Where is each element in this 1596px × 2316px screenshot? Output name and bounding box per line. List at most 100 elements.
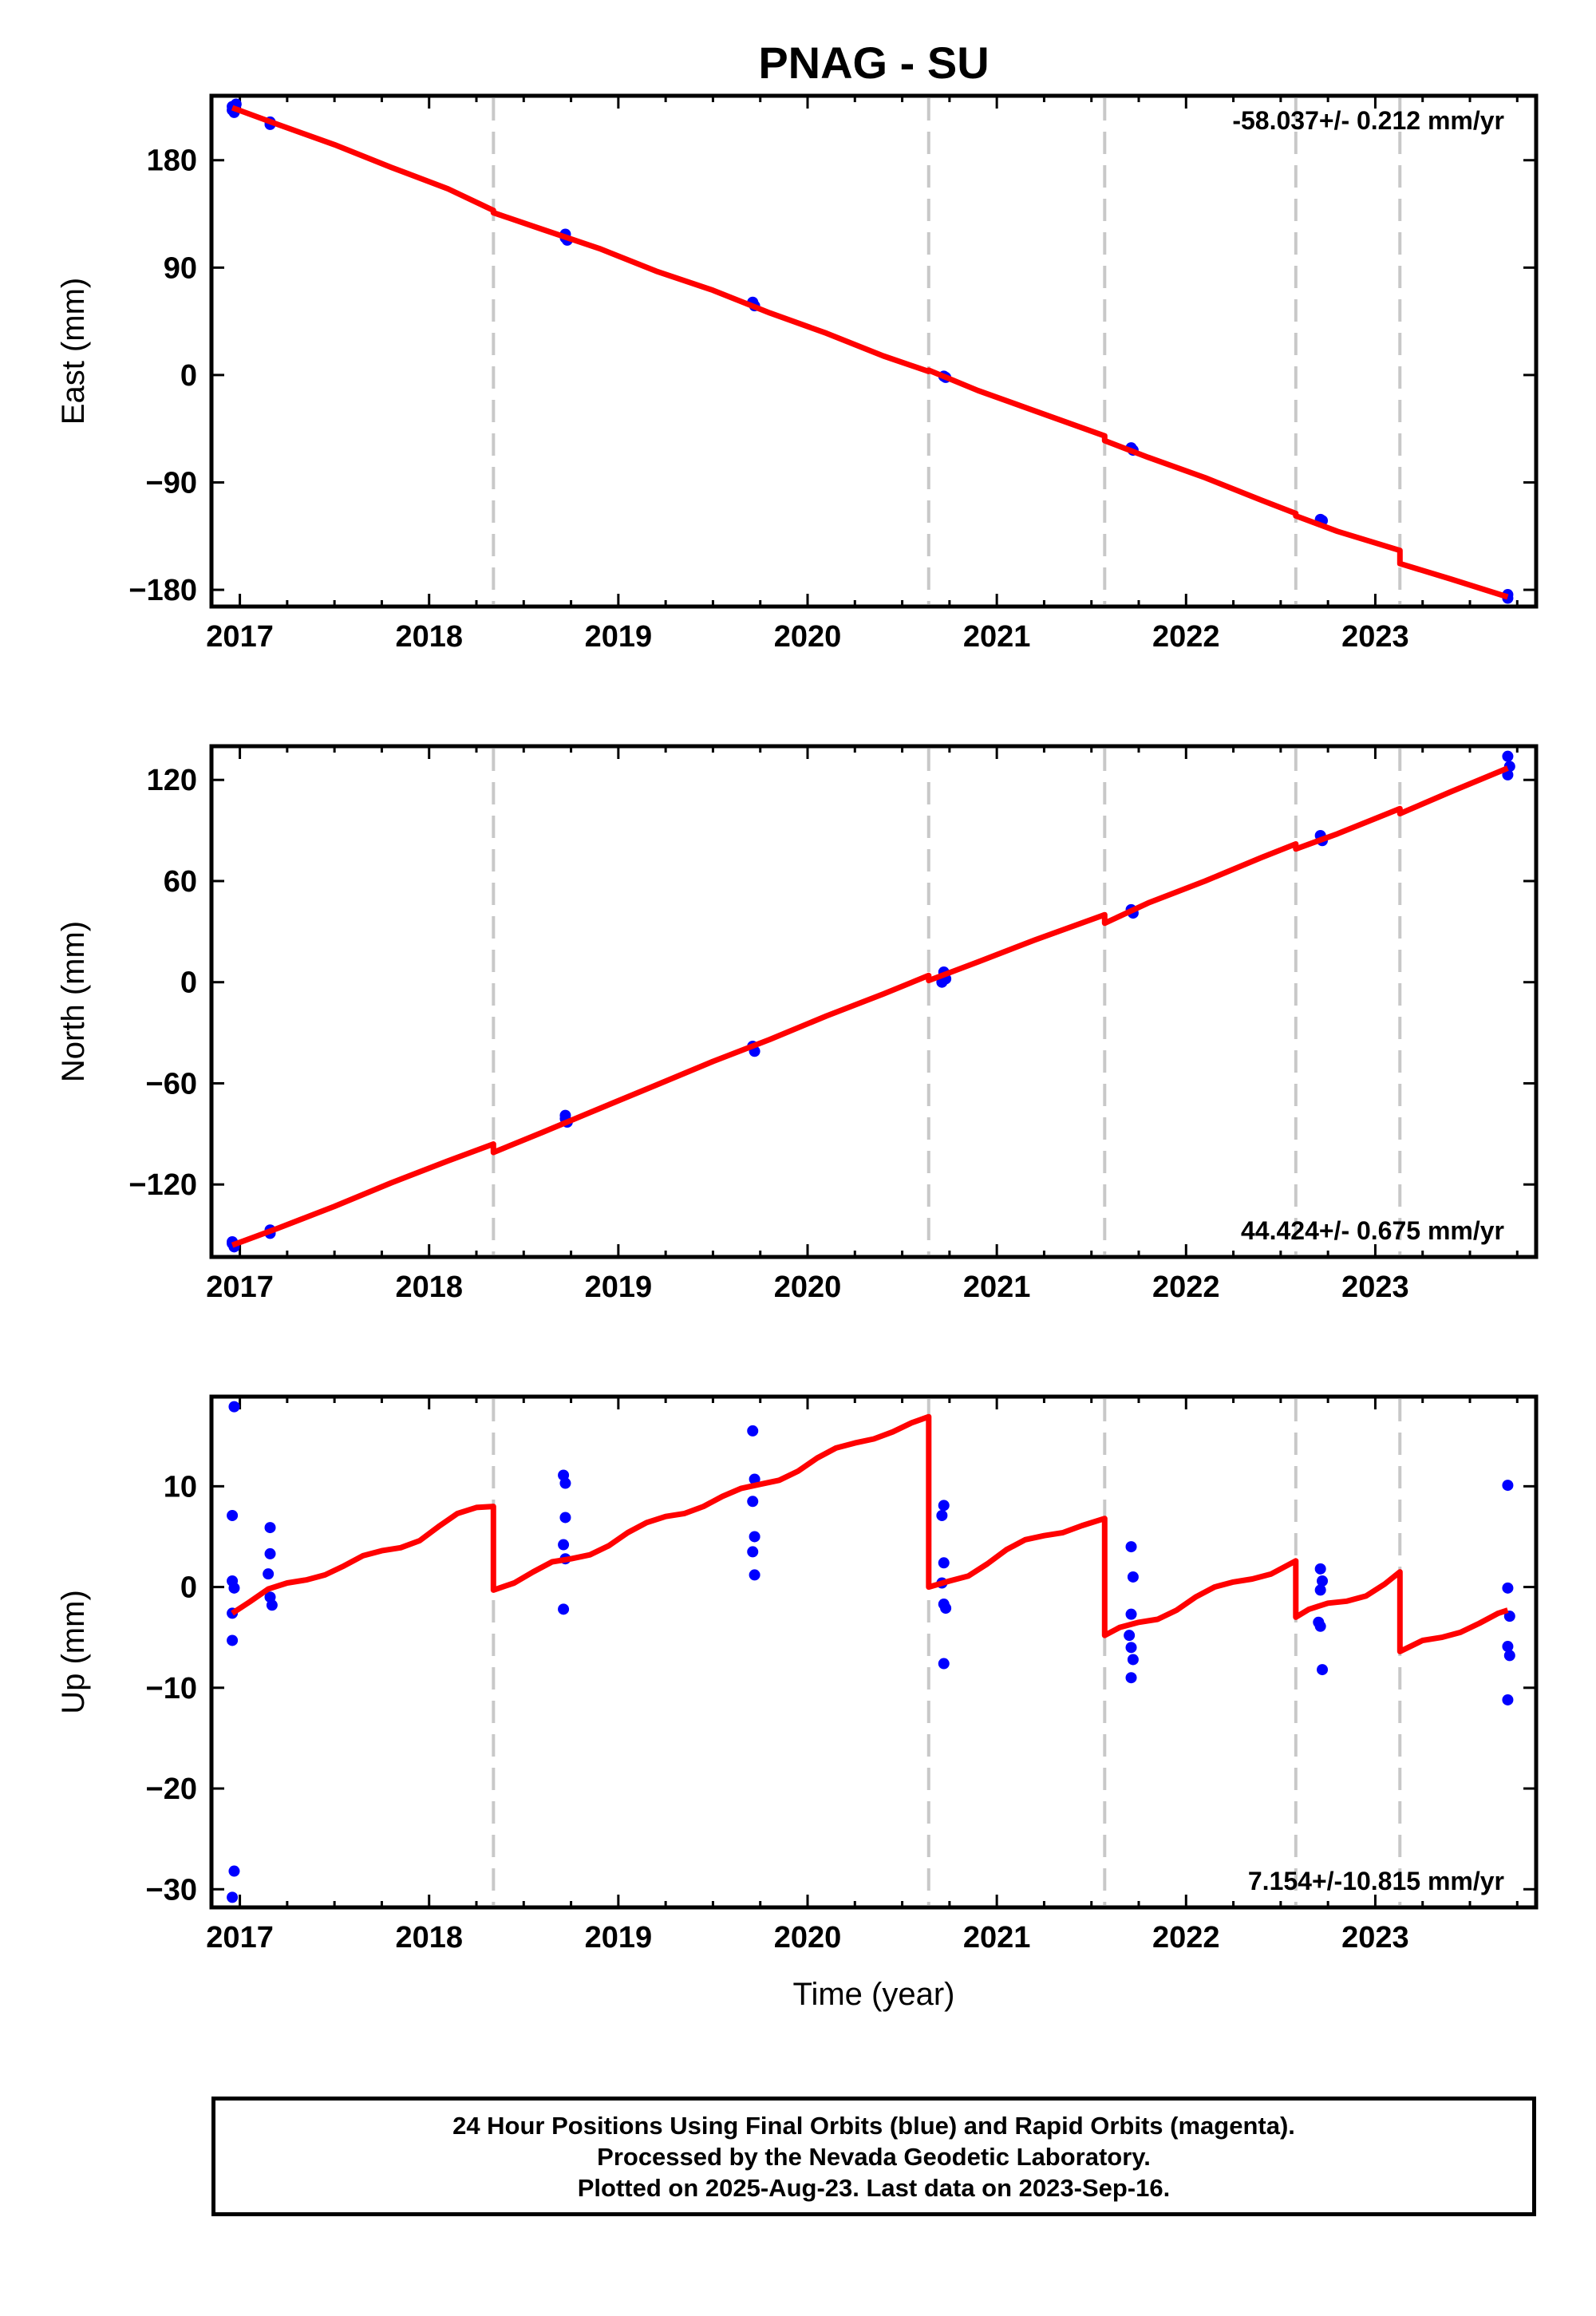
up-data-point — [938, 1658, 950, 1670]
up-data-point — [266, 1599, 278, 1611]
up-xtick-label: 2017 — [206, 1921, 274, 1954]
up-ytick-label: 10 — [164, 1470, 197, 1504]
east-model-line — [231, 105, 1509, 600]
up-model-line — [231, 1413, 1509, 1654]
up-ytick-label: 0 — [180, 1571, 197, 1605]
east-xtick-label: 2020 — [774, 620, 842, 654]
up-data-point — [749, 1569, 760, 1581]
up-data-point — [1125, 1642, 1137, 1654]
up-xtick-label: 2021 — [963, 1921, 1031, 1954]
up-data-point — [1317, 1664, 1329, 1676]
up-data-point — [559, 1512, 571, 1524]
east-ytick-label: 90 — [164, 251, 197, 285]
east-panel: 2017 2018 2019 2020 2021 2022 2023 180 90 0 −90 −18… — [56, 93, 1539, 654]
up-data-point — [227, 1634, 239, 1646]
up-data-point — [228, 1865, 240, 1877]
up-data-point — [1502, 1694, 1514, 1705]
footer-line-processed: Processed by the Nevada Geodetic Laborat… — [597, 2142, 1151, 2171]
north-model-line — [231, 765, 1509, 1248]
east-plot-frame — [209, 93, 1539, 609]
north-xtick-label: 2021 — [963, 1271, 1031, 1304]
up-data-point — [1127, 1654, 1139, 1666]
east-xtick-label: 2023 — [1341, 620, 1409, 654]
x-axis-label: Time (year) — [793, 1977, 955, 2012]
up-data-point — [227, 1891, 239, 1903]
up-data-point — [558, 1603, 570, 1615]
up-data-point — [938, 1557, 950, 1569]
up-data-point — [1127, 1571, 1139, 1583]
up-data-point — [1502, 1582, 1514, 1594]
up-data-point — [747, 1496, 759, 1508]
up-rate-annotation: 7.154+/-10.815 mm/yr — [1248, 1867, 1504, 1895]
up-y-axis-label: Up (mm) — [56, 1590, 91, 1714]
north-ytick-label: 120 — [147, 764, 197, 797]
north-ytick-label: −60 — [146, 1067, 197, 1101]
up-ytick-label: −30 — [146, 1873, 197, 1907]
north-xtick-label: 2019 — [585, 1271, 653, 1304]
up-data-point — [1317, 1575, 1329, 1587]
up-data-point — [1314, 1563, 1326, 1575]
up-data-point — [1125, 1541, 1137, 1553]
up-data-point — [1502, 1480, 1514, 1492]
east-xtick-label: 2018 — [395, 620, 463, 654]
north-xtick-label: 2018 — [395, 1271, 463, 1304]
up-data-point — [747, 1546, 759, 1558]
up-data-point — [228, 1582, 240, 1594]
up-data-point — [940, 1603, 952, 1614]
up-data-point — [263, 1568, 275, 1580]
up-xtick-label: 2023 — [1341, 1921, 1409, 1954]
up-panel: 2017 2018 2019 2020 2021 2022 2023 10 0 −10 −20 −30… — [56, 1394, 1539, 1954]
up-data-point — [264, 1522, 276, 1534]
east-rate-annotation: -58.037+/- 0.212 mm/yr — [1232, 106, 1504, 135]
up-data-point — [558, 1539, 570, 1551]
up-data-point — [1314, 1584, 1326, 1596]
east-xtick-label: 2022 — [1152, 620, 1220, 654]
north-xtick-label: 2023 — [1341, 1271, 1409, 1304]
east-ytick-label: −90 — [146, 466, 197, 500]
up-data-point — [747, 1425, 759, 1437]
up-data-point — [559, 1477, 571, 1489]
up-data-point — [264, 1547, 276, 1559]
north-xtick-label: 2017 — [206, 1271, 274, 1304]
north-y-axis-label: North (mm) — [56, 921, 91, 1082]
north-data-point — [1502, 750, 1514, 762]
up-data-point — [1125, 1672, 1137, 1684]
north-ytick-label: 0 — [180, 966, 197, 1000]
up-xtick-label: 2018 — [395, 1921, 463, 1954]
up-xtick-label: 2019 — [585, 1921, 653, 1954]
footer-box: 24 Hour Positions Using Final Orbits (bl… — [211, 2097, 1536, 2216]
up-data-point — [1503, 1611, 1515, 1622]
east-ytick-label: 0 — [180, 359, 197, 393]
east-ytick-label: 180 — [147, 144, 197, 178]
up-xtick-label: 2020 — [774, 1921, 842, 1954]
up-data-point — [938, 1500, 950, 1512]
north-panel: 2017 2018 2019 2020 2021 2022 2023 120 60 0 −60 −12… — [56, 744, 1539, 1304]
up-data-point — [1125, 1608, 1137, 1620]
figure-title: PNAG - SU — [758, 38, 989, 88]
up-ytick-label: −10 — [146, 1672, 197, 1705]
north-ytick-label: 60 — [164, 865, 197, 899]
up-xtick-label: 2022 — [1152, 1921, 1220, 1954]
up-data-point — [1503, 1650, 1515, 1662]
east-xtick-label: 2021 — [963, 620, 1031, 654]
east-y-axis-label: East (mm) — [56, 278, 91, 425]
east-xtick-label: 2017 — [206, 620, 274, 654]
up-data-point — [228, 1401, 240, 1413]
footer-line-plotted: Plotted on 2025-Aug-23. Last data on 202… — [577, 2173, 1171, 2202]
north-xtick-label: 2022 — [1152, 1271, 1220, 1304]
north-xtick-label: 2020 — [774, 1271, 842, 1304]
north-rate-annotation: 44.424+/- 0.675 mm/yr — [1241, 1216, 1504, 1245]
north-plot-frame — [209, 744, 1539, 1259]
footer-line-orbits: 24 Hour Positions Using Final Orbits (bl… — [452, 2111, 1295, 2140]
up-data-point — [936, 1509, 948, 1521]
up-ytick-label: −20 — [146, 1773, 197, 1806]
east-xtick-label: 2019 — [585, 620, 653, 654]
up-data-point — [1124, 1630, 1136, 1642]
up-data-point — [1314, 1620, 1326, 1632]
north-ytick-label: −120 — [128, 1168, 197, 1202]
up-data-point — [749, 1531, 760, 1543]
up-data-point — [227, 1509, 239, 1521]
east-ytick-label: −180 — [128, 574, 197, 607]
up-plot-frame — [209, 1394, 1539, 1910]
